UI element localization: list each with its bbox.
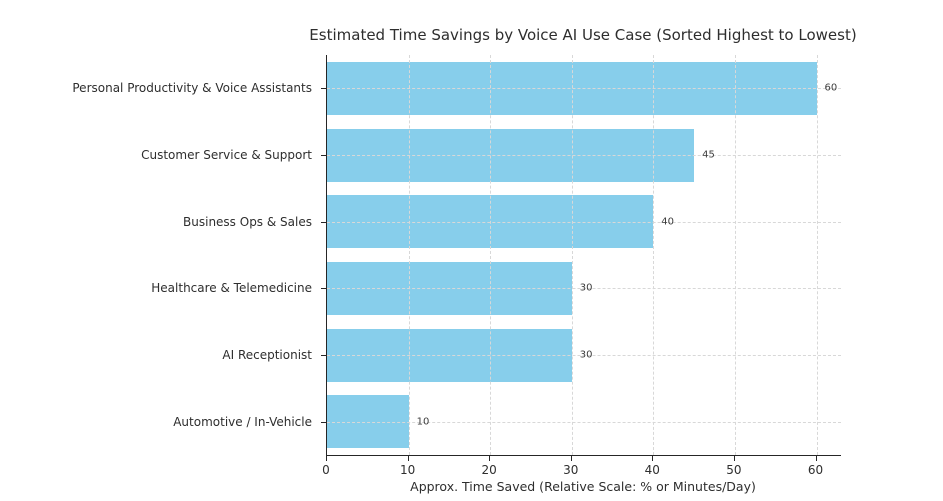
- h-gridline: [327, 88, 841, 90]
- x-tick-mark: [652, 456, 654, 461]
- x-tick-mark: [326, 456, 327, 461]
- x-tick-label: 10: [399, 463, 416, 477]
- v-gridline: [571, 55, 573, 455]
- x-tick-label: 60: [807, 463, 824, 477]
- category-label: Automotive / In-Vehicle: [173, 414, 312, 429]
- x-tick-label: 40: [644, 463, 660, 477]
- x-tick-mark: [733, 456, 735, 461]
- category-label: AI Receptionist: [222, 348, 312, 362]
- x-tick-label: 50: [726, 463, 742, 477]
- category-label: Healthcare & Telemedicine: [151, 281, 312, 296]
- bar-value-label: 30: [579, 282, 593, 294]
- h-gridline: [327, 288, 841, 290]
- x-tick-label: 20: [481, 463, 497, 477]
- x-tick-mark: [570, 456, 572, 461]
- bar-value-label: 40: [661, 216, 675, 228]
- y-tick-mark: [321, 221, 326, 223]
- x-axis: 0 10 20 30 40 50 60: [322, 456, 840, 496]
- v-gridline: [734, 55, 736, 455]
- x-tick-mark: [815, 456, 817, 461]
- h-gridline: [327, 221, 841, 223]
- v-gridline: [490, 55, 492, 455]
- y-tick-mark: [321, 288, 326, 290]
- category-label: Personal Productivity & Voice Assistants: [72, 81, 312, 96]
- y-tick-mark: [321, 355, 326, 356]
- x-tick-mark: [407, 456, 409, 461]
- h-gridline: [327, 355, 841, 356]
- plot-area: 60 45 40 30 30 10: [321, 55, 841, 456]
- h-gridline: [327, 155, 841, 156]
- y-tick-mark: [321, 421, 326, 423]
- category-label: Business Ops & Sales: [183, 214, 312, 229]
- bar-value-label: 60: [824, 82, 838, 94]
- y-axis-labels: Personal Productivity & Voice Assistants…: [0, 0, 319, 501]
- h-gridline: [327, 421, 841, 423]
- x-axis-label: Approx. Time Saved (Relative Scale: % or…: [410, 479, 756, 494]
- y-tick-mark: [321, 88, 326, 90]
- x-tick-label: 30: [563, 463, 579, 477]
- v-gridline: [816, 55, 818, 455]
- bar-value-label: 45: [702, 149, 715, 161]
- v-gridline: [408, 55, 410, 455]
- chart-title: Estimated Time Savings by Voice AI Use C…: [309, 26, 857, 44]
- bar-value-label: 30: [579, 349, 593, 361]
- v-gridline: [653, 55, 655, 455]
- bar-value-label: 10: [416, 416, 430, 428]
- y-tick-mark: [321, 155, 326, 156]
- x-tick-label: 0: [322, 463, 330, 477]
- category-label: Customer Service & Support: [141, 148, 312, 162]
- x-tick-mark: [489, 456, 491, 461]
